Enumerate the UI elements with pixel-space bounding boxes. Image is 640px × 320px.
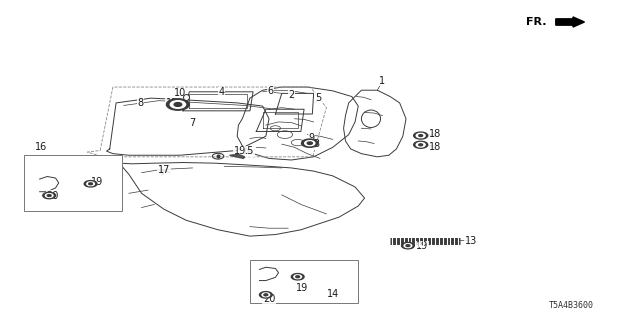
- Text: 4: 4: [218, 87, 224, 97]
- Circle shape: [296, 276, 300, 278]
- Circle shape: [416, 142, 425, 147]
- Text: 18: 18: [429, 129, 441, 139]
- Circle shape: [401, 243, 414, 249]
- Text: 19: 19: [91, 177, 103, 187]
- Circle shape: [174, 103, 182, 106]
- Circle shape: [419, 144, 422, 146]
- Circle shape: [416, 133, 425, 138]
- Circle shape: [170, 101, 186, 108]
- Text: 20: 20: [46, 190, 58, 201]
- Text: 7: 7: [189, 117, 196, 128]
- Circle shape: [301, 139, 318, 147]
- Circle shape: [89, 183, 93, 185]
- Bar: [250, 260, 358, 303]
- Text: FR.: FR.: [525, 17, 546, 27]
- Circle shape: [294, 275, 301, 279]
- Text: 19: 19: [416, 241, 428, 251]
- Text: 13: 13: [465, 236, 477, 246]
- Text: 10: 10: [173, 88, 186, 98]
- Circle shape: [262, 293, 269, 297]
- Circle shape: [291, 274, 304, 280]
- Circle shape: [43, 192, 56, 199]
- Text: T5A4B3600: T5A4B3600: [549, 301, 594, 310]
- Circle shape: [166, 99, 189, 110]
- Bar: [24, 155, 122, 211]
- Circle shape: [259, 292, 272, 298]
- Text: 16: 16: [35, 142, 47, 152]
- Circle shape: [264, 294, 268, 296]
- Circle shape: [406, 245, 410, 247]
- Text: 18: 18: [429, 142, 441, 152]
- Circle shape: [305, 141, 315, 146]
- Text: 5: 5: [315, 93, 321, 103]
- Circle shape: [87, 182, 95, 186]
- Circle shape: [413, 141, 428, 148]
- Text: 9: 9: [308, 133, 314, 143]
- Text: 12: 12: [166, 98, 179, 108]
- Text: 8: 8: [137, 98, 143, 108]
- Text: 3: 3: [314, 139, 320, 149]
- Text: 19: 19: [234, 147, 246, 156]
- Text: 1: 1: [379, 76, 385, 86]
- Polygon shape: [230, 154, 245, 158]
- Text: 19: 19: [296, 284, 308, 293]
- FancyArrow shape: [556, 17, 584, 27]
- Text: 20: 20: [263, 294, 275, 304]
- Text: 15: 15: [243, 147, 255, 156]
- Text: 2: 2: [288, 90, 294, 100]
- Circle shape: [404, 244, 412, 248]
- Circle shape: [413, 132, 428, 139]
- Text: 6: 6: [268, 86, 274, 96]
- Circle shape: [45, 194, 53, 197]
- Circle shape: [307, 142, 312, 144]
- Circle shape: [47, 195, 51, 196]
- Text: 14: 14: [326, 289, 339, 299]
- Circle shape: [84, 180, 97, 187]
- Circle shape: [419, 135, 422, 137]
- Text: 17: 17: [157, 165, 170, 175]
